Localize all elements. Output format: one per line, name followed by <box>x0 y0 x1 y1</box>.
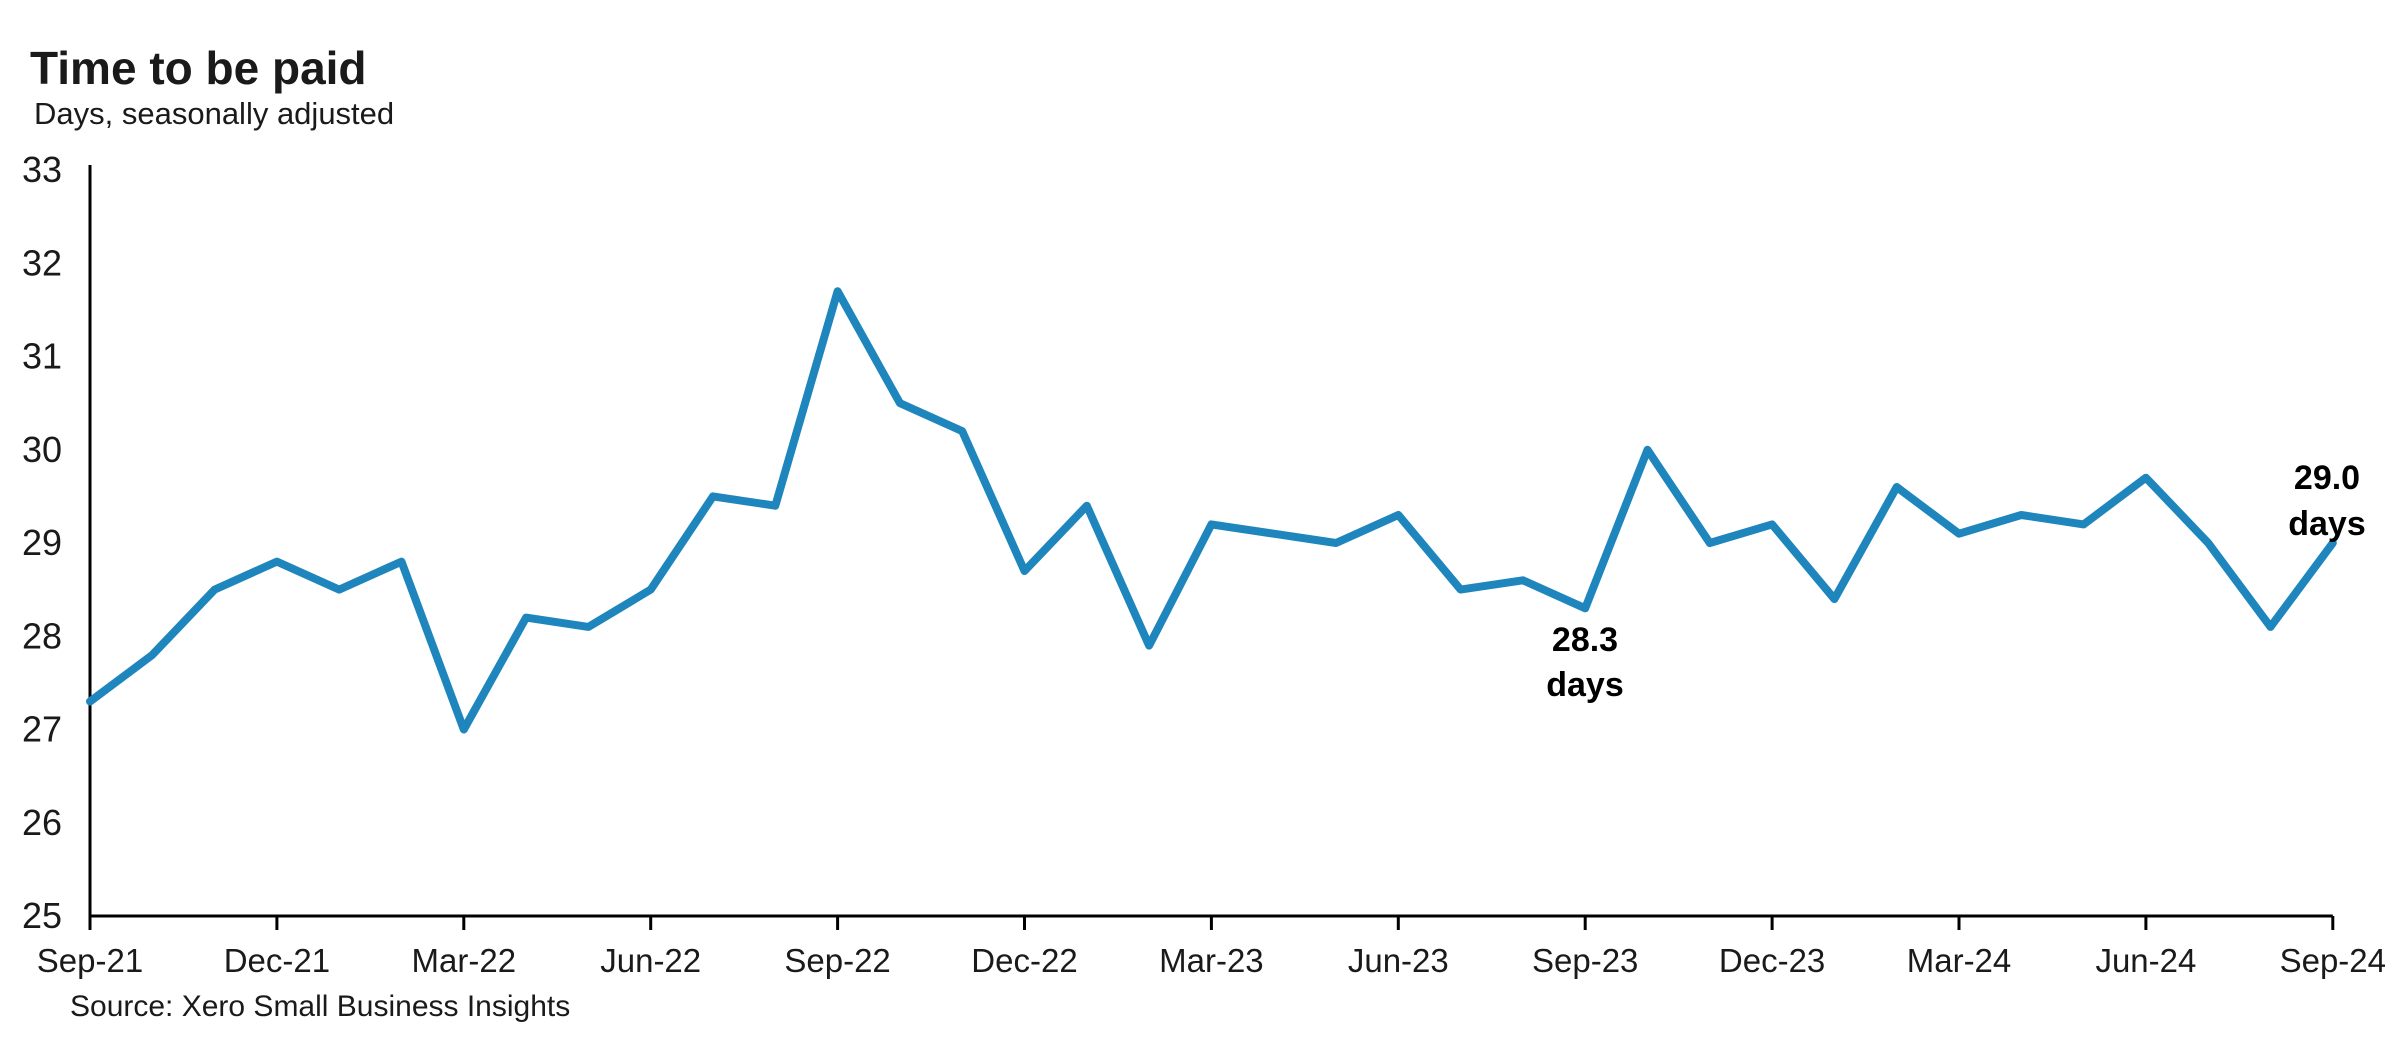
y-axis-label: 25 <box>22 895 62 936</box>
chart-title: Time to be paid <box>30 42 367 94</box>
x-axis-label: Jun-23 <box>1348 942 1449 979</box>
y-axis-label: 30 <box>22 429 62 470</box>
x-axis-label: Mar-23 <box>1159 942 1264 979</box>
x-axis-label: Dec-23 <box>1719 942 1825 979</box>
x-axis-label: Sep-24 <box>2280 942 2386 979</box>
annotation-line: days <box>1546 666 1624 704</box>
x-axis-label: Dec-21 <box>224 942 330 979</box>
x-axis-label: Jun-22 <box>600 942 701 979</box>
x-axis-label: Sep-21 <box>37 942 143 979</box>
axes-lines <box>88 165 2333 918</box>
x-axis-label: Sep-22 <box>784 942 890 979</box>
series-line <box>86 287 2337 734</box>
y-axis-label: 31 <box>22 336 62 377</box>
y-axis-label: 27 <box>22 709 62 750</box>
annotation-29-0: 29.0 days <box>2288 459 2366 543</box>
source-note: Source: Xero Small Business Insights <box>70 990 571 1023</box>
y-axis-label: 32 <box>22 242 62 283</box>
x-axis-label: Jun-24 <box>2095 942 2196 979</box>
x-axis-label: Dec-22 <box>971 942 1077 979</box>
x-axis-label: Mar-24 <box>1907 942 2012 979</box>
y-axis-label: 29 <box>22 522 62 563</box>
y-axis-label: 26 <box>22 802 62 843</box>
x-axis-label: Mar-22 <box>412 942 517 979</box>
annotation-line: days <box>2288 505 2366 543</box>
annotation-line: 29.0 <box>2294 459 2360 497</box>
y-axis-label: 33 <box>22 149 62 190</box>
chart-subtitle: Days, seasonally adjusted <box>34 96 395 131</box>
annotation-line: 28.3 <box>1552 621 1618 659</box>
x-axis-label: Sep-23 <box>1532 942 1638 979</box>
y-axis-label: 28 <box>22 615 62 656</box>
annotation-28-3: 28.3 days <box>1546 621 1624 704</box>
